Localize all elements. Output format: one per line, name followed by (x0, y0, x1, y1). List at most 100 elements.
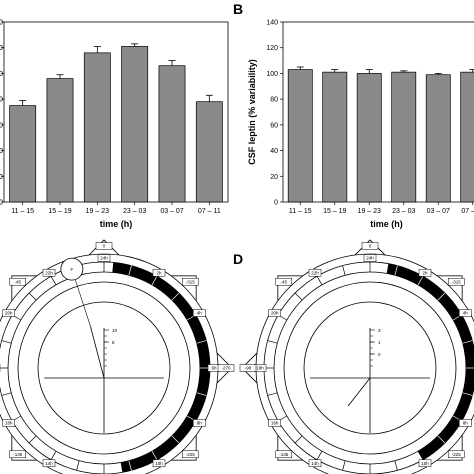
angle-label-box (95, 242, 113, 250)
hour-divider (1, 392, 12, 396)
angle-label: -270 (221, 366, 231, 371)
x-axis-title: time (h) (100, 219, 133, 229)
y-tick-label: 140 (266, 20, 278, 27)
angle-label-box (275, 277, 292, 286)
dial-label-box (2, 419, 15, 427)
x-tick-label: 19 – 23 (86, 208, 109, 215)
dial-label: 10h (421, 461, 429, 466)
dial-label-box (308, 459, 322, 468)
dial-label: 16h (5, 421, 13, 426)
dial-label: 10h (155, 461, 163, 466)
dial-label: 22h (311, 270, 319, 275)
dial-label: 8h (197, 421, 203, 426)
bar (83, 52, 111, 203)
bar (425, 74, 451, 203)
hour-divider (342, 460, 346, 471)
hour-divider (196, 340, 207, 344)
hour-divider (171, 435, 180, 444)
bar (121, 46, 149, 203)
hour-divider (294, 435, 303, 444)
dial-label-box (97, 254, 111, 262)
y-tick-label: 60 (270, 122, 278, 129)
dial-label-box (152, 268, 166, 277)
hour-divider (1, 340, 12, 344)
hour-divider (437, 435, 446, 444)
dial-label: 4h (463, 311, 469, 316)
y-tick-label: 20 (270, 174, 278, 181)
angle-label-box (9, 450, 26, 459)
dial-label: 4h (197, 311, 203, 316)
hour-divider (462, 392, 473, 396)
dial-label-box (418, 268, 432, 277)
dial-label-box (459, 419, 472, 427)
y-tick-label: 120 (266, 45, 278, 52)
hour-divider (394, 265, 398, 276)
hour-divider (151, 450, 158, 460)
x-tick-label: 03 – 07 (427, 208, 450, 215)
bar (460, 71, 474, 203)
x-tick-label: 03 – 07 (160, 208, 183, 215)
hour-divider (267, 340, 278, 344)
dial-label-box (308, 268, 322, 277)
x-axis-title: time (h) (370, 219, 403, 229)
dial-label: 20h (271, 311, 279, 316)
dial-label: 24h (366, 256, 374, 261)
bar (322, 71, 348, 203)
angle-label: -45 (14, 279, 21, 284)
dial-label: 24h (100, 256, 108, 261)
x-tick-label: 11 – 15 (289, 208, 312, 215)
y-tick-label: 100 (0, 71, 3, 78)
dial-label-box (268, 419, 281, 427)
dial-label-box (152, 459, 166, 468)
bar (158, 65, 186, 203)
hour-divider (196, 392, 207, 396)
hour-divider (316, 276, 323, 286)
angle-label-box (448, 277, 465, 286)
dial-label: 14h (45, 461, 53, 466)
x-tick-label: 15 – 19 (48, 208, 71, 215)
dial-label-box (2, 309, 15, 317)
dial-label: 6h (211, 366, 217, 371)
x-tick-label: 11 – 15 (11, 208, 34, 215)
angle-label: -225 (452, 452, 462, 457)
dial-label: 18h (256, 366, 264, 371)
x-tick-label: 23 – 03 (392, 208, 415, 215)
panel-letter-b: B (233, 1, 243, 17)
hour-divider (342, 265, 346, 276)
angle-label: -135 (13, 452, 23, 457)
angle-label-box (275, 450, 292, 459)
y-tick-label: 40 (270, 148, 278, 155)
angle-label: -135 (279, 452, 289, 457)
bar (9, 105, 37, 203)
cluster-bubble (60, 257, 84, 281)
dial-label-box (193, 419, 206, 427)
angle-label-box (448, 450, 465, 459)
bar (46, 78, 74, 203)
hour-divider (76, 460, 80, 471)
hour-divider (28, 435, 37, 444)
bar (195, 101, 223, 203)
hour-divider (417, 276, 424, 286)
hour-divider (316, 450, 323, 460)
bar (287, 69, 313, 203)
panel-a-bar-chart: 0 20 40 60 80 100 120 140 11 – 15 15 – 19 19 – 23 2… (0, 20, 229, 229)
hour-divider (394, 460, 398, 471)
y-tick-label: 20 (0, 174, 3, 181)
radial-tick-label: 10 (112, 328, 118, 333)
panel-c-polar-plot: 24h2h4h6h8h10h12h14h16h18h20h22h-315-270… (0, 239, 235, 474)
dial-label: 22h (45, 270, 53, 275)
angle-label: 0 (103, 244, 106, 249)
y-tick-label: 40 (0, 148, 3, 155)
angle-label-box (361, 242, 379, 250)
dial-label-box (42, 268, 56, 277)
dial-label-box (459, 309, 472, 317)
dial-label-box (42, 459, 56, 468)
angle-label: -315 (186, 279, 196, 284)
dial-label-box (193, 309, 206, 317)
dial-label: 8h (463, 421, 469, 426)
angle-label-box (182, 450, 199, 459)
cluster-label: F (70, 267, 73, 272)
angle-label: -90 (245, 366, 252, 371)
mean-vector (347, 377, 371, 407)
hour-divider (151, 276, 158, 286)
